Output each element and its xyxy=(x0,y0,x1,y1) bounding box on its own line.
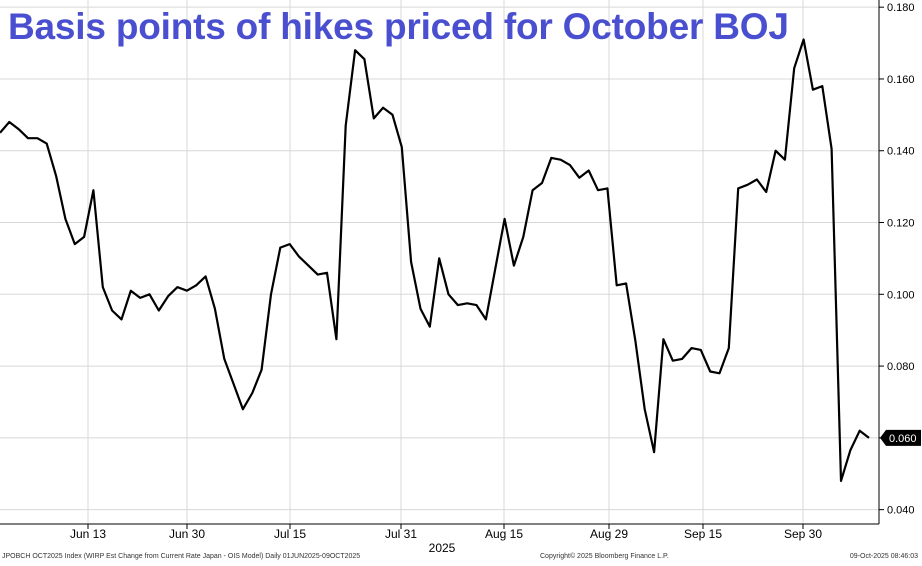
last-value-badge-label: 0.060 xyxy=(889,433,917,445)
gridlines xyxy=(0,0,879,524)
chart-title: Basis points of hikes priced for October… xyxy=(8,6,789,47)
footer-timestamp: 09-Oct-2025 08:46:03 xyxy=(849,553,918,560)
y-tick-label: 0.040 xyxy=(887,505,915,517)
x-tick-label: Sep 30 xyxy=(784,527,822,541)
x-axis-tick-labels: Jun 13 Jun 30 Jul 15 Jul 31 Aug 15 Aug 29 Sep … xyxy=(70,527,822,555)
series-line xyxy=(0,38,870,482)
y-tick-label: 0.080 xyxy=(887,361,915,373)
footer-copyright: Copyright© 2025 Bloomberg Finance L.P. xyxy=(540,553,669,560)
x-tick-label: Jun 30 xyxy=(169,527,205,541)
y-tick-label: 0.160 xyxy=(887,74,915,86)
x-tick-label: Jul 31 xyxy=(385,527,417,541)
x-tick-label: Jul 15 xyxy=(274,527,306,541)
y-tick-label: 0.120 xyxy=(887,218,915,230)
y-tick-label: 0.100 xyxy=(887,289,915,301)
x-axis-year-label: 2025 xyxy=(429,541,456,555)
x-tick-label: Aug 15 xyxy=(485,527,523,541)
x-tick-label: Jun 13 xyxy=(70,527,106,541)
footer-source: JPOBCH OCT2025 Index (WIRP Est Change fr… xyxy=(2,553,361,560)
y-tick-label: 0.180 xyxy=(887,2,915,14)
y-tick-label: 0.140 xyxy=(887,146,915,158)
last-value-badge-shape xyxy=(880,429,921,446)
last-value-badge: 0.060 xyxy=(880,429,921,446)
x-tick-label: Sep 15 xyxy=(684,527,722,541)
series-layer xyxy=(0,38,870,482)
x-tick-label: Aug 29 xyxy=(590,527,628,541)
